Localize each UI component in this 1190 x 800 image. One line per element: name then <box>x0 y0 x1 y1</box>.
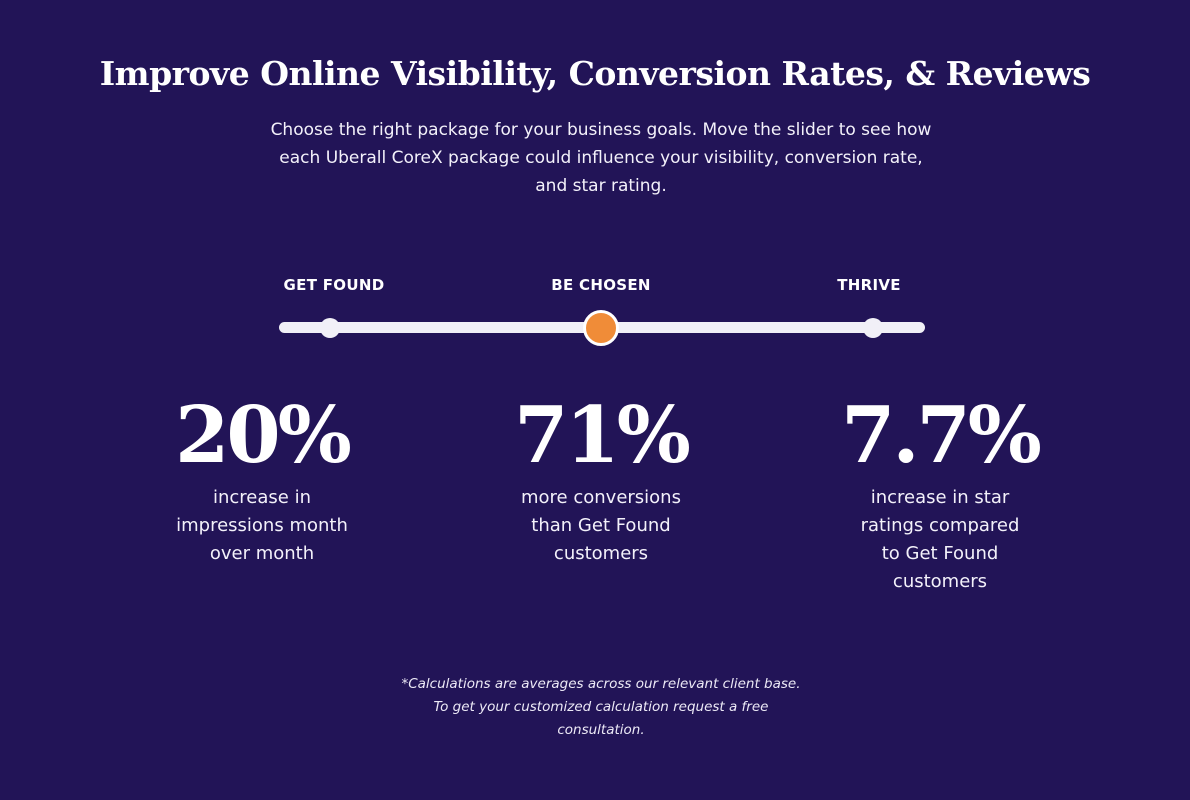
stat-value: 7.7% <box>841 390 1042 481</box>
page-title: Improve Online Visibility, Conversion Ra… <box>99 54 1091 93</box>
tier-label-get-found[interactable]: GET FOUND <box>283 276 385 294</box>
page-subtitle: Choose the right package for your busine… <box>270 120 932 196</box>
slider-thumb[interactable] <box>583 310 619 346</box>
stat-value: 71% <box>514 390 691 481</box>
stat-description: increase in impressions month over month <box>176 487 348 564</box>
stat-description: more conversions than Get Found customer… <box>521 487 681 564</box>
slider-stop-thrive[interactable] <box>863 318 883 338</box>
stat-impressions: 20% increase in impressions month over m… <box>132 392 392 568</box>
footnote: *Calculations are averages across our re… <box>401 676 801 738</box>
tier-label-be-chosen[interactable]: BE CHOSEN <box>551 276 651 294</box>
stat-star-ratings: 7.7% increase in star ratings compared t… <box>810 392 1070 596</box>
tier-label-thrive[interactable]: THRIVE <box>837 276 901 294</box>
stat-description: increase in star ratings compared to Get… <box>860 487 1020 592</box>
slider-stop-get-found[interactable] <box>320 318 340 338</box>
stat-value: 20% <box>175 390 352 481</box>
stat-conversions: 71% more conversions than Get Found cust… <box>471 392 731 568</box>
